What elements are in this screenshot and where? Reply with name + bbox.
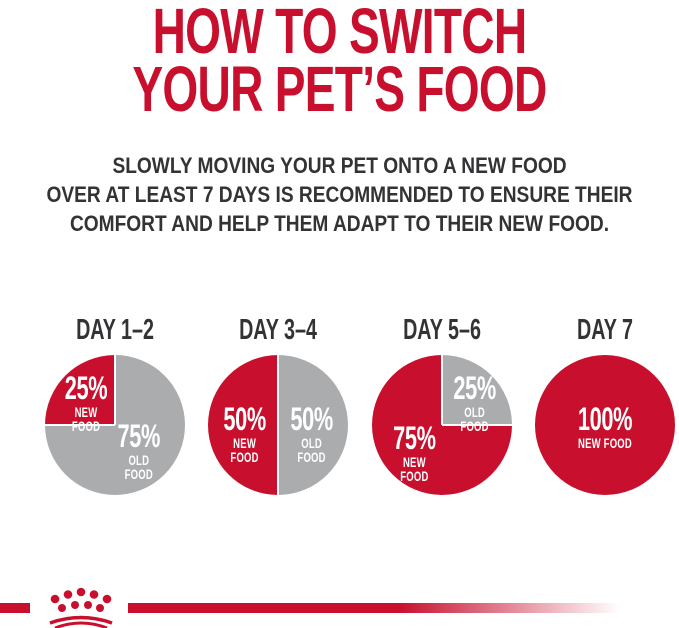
slice-label-new-food: 25% NEW FOOD [62,369,110,434]
slice-percent: 25% [452,369,496,406]
slice-label-old-food: 75% OLD FOOD [113,417,164,482]
day-heading-1-2: DAY 1–2 [76,314,154,346]
day-column-5-6: DAY 5–6 25% OLD FOOD 75% NEW FOOD [362,315,522,495]
pie-chart-day-5-6: 25% OLD FOOD 75% NEW FOOD [372,355,512,495]
subtitle-line-3: COMFORT AND HELP THEM ADAPT TO THEIR NEW… [69,211,610,236]
slice-name: NEW FOOD [230,434,259,465]
slice-label-old-food: 50% OLD FOOD [289,400,335,465]
footer-bar-right [128,603,620,613]
subtitle-line-2: OVER AT LEAST 7 DAYS IS RECOMMENDED TO E… [46,182,633,207]
slice-divider [277,355,279,495]
footer-bar-left [0,603,30,613]
slice-label-new-food: 50% NEW FOOD [222,400,268,465]
slice-divider [114,355,116,425]
pie-chart-day-3-4: 50% NEW FOOD 50% OLD FOOD [208,355,348,495]
page-title: HOW TO SWITCH YOUR PET’S FOOD [0,0,679,125]
slice-percent: 25% [64,369,107,406]
slice-divider [441,355,443,425]
title-line-1: HOW TO SWITCH [152,0,527,67]
day-column-7: DAY 7 100% NEW FOOD [525,315,679,495]
slice-percent: 75% [117,417,161,454]
slice-name: OLD FOOD [124,451,153,482]
slice-percent: 50% [290,400,333,437]
slice-percent: 50% [223,400,266,437]
subtitle-line-1: SLOWLY MOVING YOUR PET ONTO A NEW FOOD [112,153,567,178]
brand-strip [0,587,620,628]
title-line-2: YOUR PET’S FOOD [132,53,547,125]
slice-name: OLD FOOD [460,403,489,434]
slice-label-new-food: 75% NEW FOOD [389,419,439,484]
day-heading-3-4: DAY 3–4 [239,314,317,346]
slice-label-new-food: 100% NEW FOOD [557,400,652,451]
slice-divider [45,424,115,426]
subtitle: SLOWLY MOVING YOUR PET ONTO A NEW FOOD O… [0,151,679,238]
slice-label-old-food: 25% OLD FOOD [451,369,497,434]
day-column-1-2: DAY 1–2 25% NEW FOOD 75% OLD FOOD [35,315,195,495]
slice-percent: 75% [392,419,436,456]
slice-percent: 100% [577,400,633,437]
pie-chart-day-1-2: 25% NEW FOOD 75% OLD FOOD [45,355,185,495]
slice-name: NEW FOOD [399,453,429,484]
slice-divider [442,424,512,426]
slice-name: OLD FOOD [297,434,326,465]
royal-canin-crown-icon [49,587,113,628]
day-heading-7: DAY 7 [577,314,633,346]
slice-name: NEW FOOD [71,403,100,434]
pie-chart-day-7: 100% NEW FOOD [535,355,675,495]
brand-footer [0,585,679,628]
slice-name: NEW FOOD [578,434,632,451]
day-column-3-4: DAY 3–4 50% NEW FOOD 50% OLD FOOD [198,315,358,495]
day-heading-5-6: DAY 5–6 [403,314,481,346]
